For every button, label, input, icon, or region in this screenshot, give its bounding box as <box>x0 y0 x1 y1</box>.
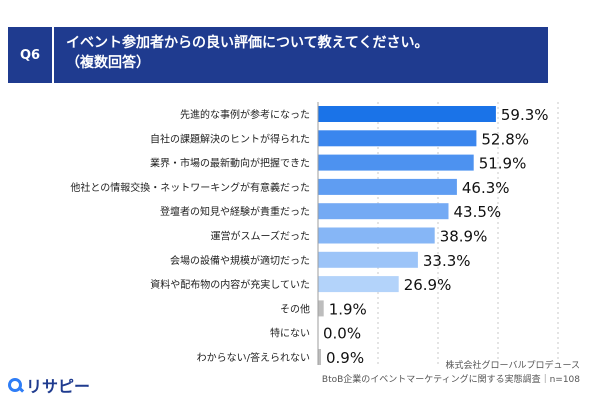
source-note: 株式会社グローバルプロデュース BtoB企業のイベントマーケティングに関する実態… <box>322 359 580 387</box>
category-label: 登壇者の知見や経験が貴重だった <box>160 205 310 218</box>
value-label: 0.0% <box>323 325 361 343</box>
value-label: 51.9% <box>479 155 527 173</box>
brand-logo-text: リサピー <box>26 377 91 396</box>
category-label: わからない/答えられない <box>197 351 310 364</box>
value-label: 43.5% <box>454 203 502 221</box>
bar <box>318 349 321 365</box>
question-number: Q6 <box>8 27 54 83</box>
bar <box>318 106 496 122</box>
bar-chart: 先進的な事例が参考になった 59.3% 自社の課題解決のヒントが得られた 52.8% 業… <box>70 102 559 365</box>
bar <box>318 130 477 147</box>
category-label: 会場の設備や規模が適切だった <box>170 254 310 267</box>
category-label: 自社の課題解決のヒントが得られた <box>150 132 310 145</box>
question-line-1: イベント参加者からの良い評価について教えてください。 <box>66 35 429 51</box>
question-text: イベント参加者からの良い評価について教えてください。 （複数回答） <box>66 33 536 73</box>
bar <box>318 178 457 195</box>
question-line-2: （複数回答） <box>66 55 150 71</box>
value-label: 59.3% <box>501 106 549 124</box>
category-label: 先進的な事例が参考になった <box>180 108 310 121</box>
category-label: 特にない <box>270 328 310 340</box>
bar <box>318 300 324 317</box>
value-label: 1.9% <box>329 300 367 318</box>
value-label: 26.9% <box>404 276 452 294</box>
bar <box>318 227 435 244</box>
category-label: その他 <box>280 302 310 315</box>
value-label: 33.3% <box>423 252 471 270</box>
category-label: 他社との情報交換・ネットワーキングが有意義だった <box>70 181 310 194</box>
bar <box>318 276 399 293</box>
value-label: 38.9% <box>440 228 488 246</box>
bar <box>318 154 474 171</box>
bar <box>318 251 418 268</box>
category-label: 業界・市場の最新動向が把握できた <box>150 157 310 170</box>
category-label: 資料や配布物の内容が充実していた <box>150 278 310 291</box>
source-company: 株式会社グローバルプロデュース <box>445 361 580 371</box>
question-header-bar <box>8 27 548 83</box>
magnifier-logo-icon <box>8 378 22 392</box>
bar <box>318 203 449 220</box>
value-label: 0.9% <box>326 349 364 365</box>
category-label: 運営がスムーズだった <box>211 230 311 243</box>
value-label: 46.3% <box>462 179 510 197</box>
source-survey: BtoB企業のイベントマーケティングに関する実態調査｜n=108 <box>321 375 580 385</box>
brand-logo: リサピー <box>8 373 90 397</box>
value-label: 52.8% <box>481 130 529 148</box>
